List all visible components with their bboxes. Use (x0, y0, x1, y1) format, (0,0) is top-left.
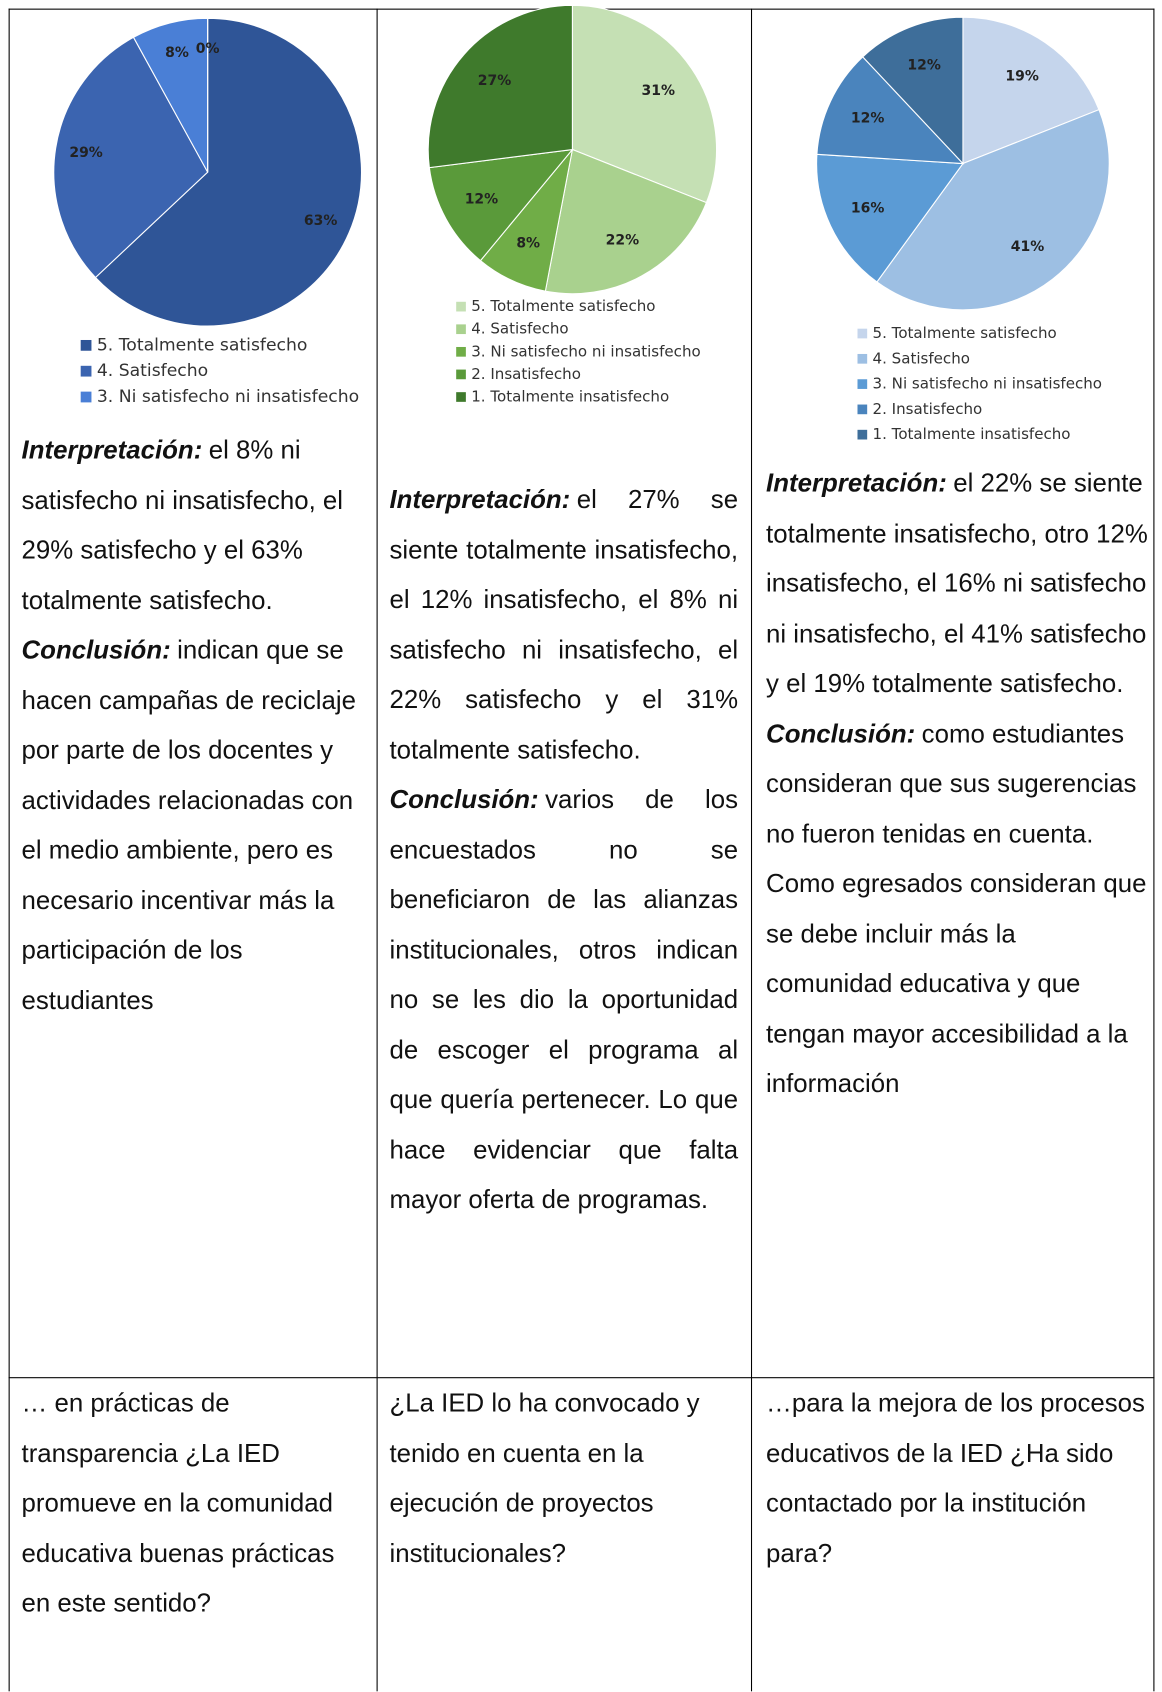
legend-label: 3. Ni satisfecho ni insatisfecho (471, 342, 700, 360)
text: el 27% se siente totalmente insatisfecho… (389, 485, 739, 765)
legend-label: 1. Totalmente insatisfecho (471, 388, 669, 406)
pie-slice (544, 148, 708, 295)
legend-swatch (456, 301, 466, 312)
pie-slice (962, 16, 1100, 165)
data-label: 12% (907, 58, 940, 74)
legend-swatch (80, 339, 92, 351)
data-label: 22% (606, 233, 639, 249)
cell-text: Interpretación: el 22% se siente totalmen… (766, 459, 1149, 1109)
data-label: 12% (851, 111, 884, 127)
legend-label: 4. Satisfecho (97, 361, 208, 381)
legend-swatch (857, 429, 868, 440)
data-label: 29% (69, 145, 102, 161)
legend-swatch (857, 353, 868, 364)
pie-slice (427, 4, 573, 169)
label: Interpretación: (21, 435, 203, 465)
pie-slice (876, 108, 1110, 311)
data-label: 27% (478, 73, 511, 89)
legend-swatch (80, 365, 92, 377)
legend-label: 2. Insatisfecho (873, 400, 983, 418)
pie-slice (816, 153, 964, 283)
text: indican que se hacen campañas de recicla… (21, 635, 356, 1016)
label: Interpretación: (766, 469, 947, 499)
legend-swatch (857, 404, 868, 415)
label: Conclusión: (21, 635, 171, 665)
data-label: 19% (1005, 68, 1038, 84)
pie-slice (94, 17, 362, 327)
legend-label: 1. Totalmente insatisfecho (873, 425, 1071, 443)
legend-swatch (80, 391, 92, 403)
data-label: 0% (196, 41, 220, 57)
data-label: 31% (642, 83, 675, 99)
row-divider (8, 1377, 1155, 1379)
legend-swatch (456, 324, 466, 335)
legend-label: 2. Insatisfecho (471, 365, 581, 383)
cell-text: ¿La IED lo ha convocado y tenido en cuen… (389, 1388, 700, 1569)
pie-slice (571, 4, 718, 204)
legend-swatch (456, 369, 466, 380)
legend-swatch (857, 328, 868, 339)
table-cell (376, 8, 751, 1692)
table-cell (8, 8, 377, 1692)
label: Interpretación: (389, 485, 571, 515)
legend-label: 4. Satisfecho (873, 349, 970, 367)
legend-label: 5. Totalmente satisfecho (97, 335, 308, 355)
table-cell (750, 8, 1154, 1692)
pie-slice (428, 148, 574, 262)
legend-label: 3. Ni satisfecho ni insatisfecho (873, 375, 1102, 393)
pie-slice (816, 56, 965, 165)
cell-text: …para la mejora de los procesos educativ… (766, 1388, 1145, 1569)
data-label: 63% (304, 213, 337, 229)
legend-swatch (456, 346, 466, 357)
text: como estudiantes consideran que sus suge… (766, 719, 1147, 1099)
label: Conclusión: (389, 785, 539, 815)
legend-label: 5. Totalmente satisfecho (471, 297, 655, 315)
data-label: 8% (516, 235, 540, 251)
pie-slice (53, 36, 209, 279)
text: el 22% se siente totalmente insatisfecho… (766, 469, 1148, 699)
legend-label: 3. Ni satisfecho ni insatisfecho (97, 387, 359, 407)
cell-text: Interpretación: el 8% ni satisfecho ni in… (22, 426, 364, 1026)
legend-swatch (456, 392, 466, 402)
data-label: 16% (851, 200, 884, 216)
cell-text: Interpretación: el 27% se siente totalmen… (389, 476, 738, 1226)
label: Conclusión: (766, 719, 916, 749)
legend-swatch (857, 379, 868, 389)
text: el 8% ni satisfecho ni insatisfecho, el … (21, 435, 344, 615)
cell-text: … en prácticas de transparencia ¿La IED … (21, 1388, 335, 1619)
legend-label: 4. Satisfecho (471, 320, 568, 338)
legend-label: 5. Totalmente satisfecho (873, 324, 1057, 342)
pie-slice (862, 16, 964, 165)
data-label: 8% (165, 45, 189, 61)
text: varios de los encuestados no se benefici… (389, 785, 739, 1215)
data-label: 41% (1011, 239, 1044, 255)
data-label: 12% (465, 192, 498, 208)
